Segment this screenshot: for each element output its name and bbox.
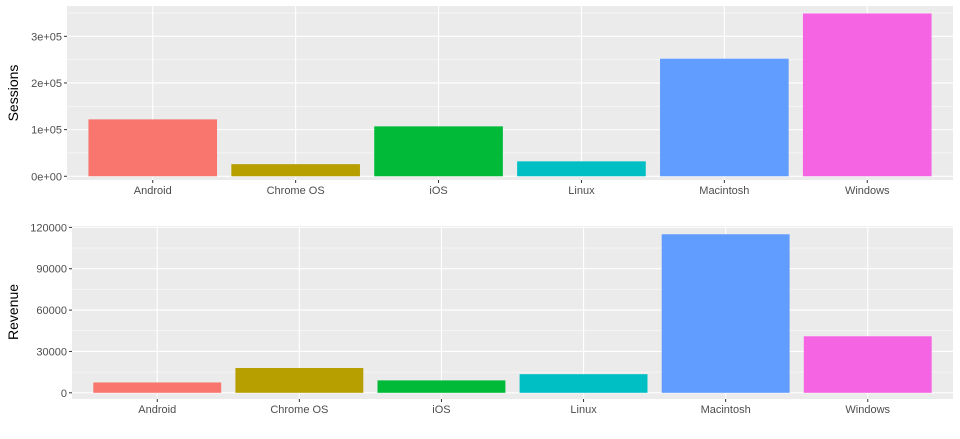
revenue-panel: Revenue 0 30000 60000 90000 120000 Android Chr…: [5, 222, 953, 416]
sessions-bar-ios: [374, 126, 503, 177]
sessions-x-tick-label: Macintosh: [699, 185, 749, 197]
revenue-bar-windows: [803, 336, 932, 393]
revenue-bar-macintosh: [661, 234, 790, 393]
sessions-x-tick-label: Linux: [568, 185, 595, 197]
sessions-x-tick-label: Chrome OS: [267, 185, 325, 197]
sessions-y-tick-label: 0e+00: [31, 171, 62, 183]
revenue-bar-chrome-os: [235, 367, 364, 393]
sessions-x-tick-label: Windows: [845, 185, 890, 197]
revenue-x-tick-label: Chrome OS: [270, 404, 328, 416]
revenue-y-axis-label: Revenue: [5, 284, 21, 340]
revenue-y-tick-label: 60000: [36, 305, 67, 317]
revenue-y-tick-label: 0: [61, 388, 67, 400]
revenue-x-tick-label: Macintosh: [701, 404, 751, 416]
revenue-x-tick-label: Windows: [845, 404, 890, 416]
sessions-bar-macintosh: [660, 58, 789, 177]
sessions-bar-windows: [802, 13, 932, 177]
sessions-x-tick-label: iOS: [429, 185, 447, 197]
revenue-x-tick-label: iOS: [432, 404, 450, 416]
sessions-bar-linux: [517, 161, 646, 177]
revenue-y-tick-label: 90000: [36, 264, 67, 276]
revenue-y-tick-label: 120000: [30, 222, 67, 234]
revenue-x-tick-label: Linux: [570, 404, 597, 416]
sessions-y-tick-label: 3e+05: [31, 31, 62, 43]
revenue-bar-linux: [519, 374, 648, 393]
sessions-y-tick-label: 2e+05: [31, 78, 62, 90]
revenue-bar-ios: [377, 380, 506, 393]
sessions-bar-chrome-os: [231, 164, 360, 177]
sessions-y-tick-label: 1e+05: [31, 125, 62, 137]
sessions-panel: Sessions 0e+00 1e+05 2e+05 3e+05 Android Chro…: [5, 6, 953, 197]
revenue-x-tick-label: Android: [138, 404, 176, 416]
sessions-bar-android: [88, 119, 218, 177]
revenue-y-tick-label: 30000: [36, 346, 67, 358]
sessions-y-axis-label: Sessions: [5, 65, 21, 122]
sessions-x-tick-label: Android: [134, 185, 172, 197]
revenue-bar-android: [93, 382, 222, 393]
